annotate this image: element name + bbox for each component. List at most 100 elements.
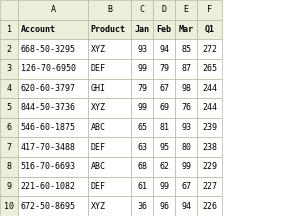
Text: 6: 6 — [6, 123, 12, 132]
Bar — [131, 20, 153, 39]
Text: 79: 79 — [159, 64, 169, 73]
Text: E: E — [184, 5, 188, 14]
Text: Mar: Mar — [179, 25, 194, 34]
Text: 63: 63 — [137, 143, 147, 152]
Text: 81: 81 — [159, 123, 169, 132]
Bar — [197, 177, 222, 196]
Text: 546-60-1875: 546-60-1875 — [21, 123, 75, 132]
Text: 238: 238 — [202, 143, 217, 152]
Bar — [0, 0, 18, 20]
Bar — [153, 79, 175, 98]
Text: 99: 99 — [137, 64, 147, 73]
Bar — [18, 79, 88, 98]
Bar — [153, 118, 175, 137]
Bar — [197, 39, 222, 59]
Bar — [153, 157, 175, 177]
Text: 668-50-3295: 668-50-3295 — [21, 44, 75, 54]
Bar — [175, 118, 197, 137]
Bar — [88, 59, 131, 79]
Text: C: C — [140, 5, 144, 14]
Bar — [88, 79, 131, 98]
Text: 126-70-6950: 126-70-6950 — [21, 64, 75, 73]
Text: 265: 265 — [202, 64, 217, 73]
Text: XYZ: XYZ — [90, 202, 105, 211]
Bar — [18, 98, 88, 118]
Text: 5: 5 — [6, 103, 12, 113]
Text: 67: 67 — [159, 84, 169, 93]
Text: 516-70-6693: 516-70-6693 — [21, 162, 75, 172]
Bar — [88, 177, 131, 196]
Text: 93: 93 — [181, 123, 191, 132]
Bar — [175, 98, 197, 118]
Bar — [88, 98, 131, 118]
Text: 93: 93 — [137, 44, 147, 54]
Text: 79: 79 — [137, 84, 147, 93]
Bar — [88, 196, 131, 216]
Bar — [197, 137, 222, 157]
Text: XYZ: XYZ — [90, 103, 105, 113]
Bar — [153, 0, 175, 20]
Bar — [175, 196, 197, 216]
Text: 85: 85 — [181, 44, 191, 54]
Bar — [131, 39, 153, 59]
Bar — [197, 118, 222, 137]
Bar — [175, 20, 197, 39]
Text: 2: 2 — [6, 44, 12, 54]
Bar — [197, 157, 222, 177]
Bar — [175, 177, 197, 196]
Text: Account: Account — [21, 25, 55, 34]
Bar — [131, 137, 153, 157]
Text: 36: 36 — [137, 202, 147, 211]
Bar — [131, 196, 153, 216]
Bar — [131, 79, 153, 98]
Text: D: D — [162, 5, 166, 14]
Bar — [0, 157, 18, 177]
Bar — [197, 0, 222, 20]
Bar — [131, 157, 153, 177]
Bar — [0, 196, 18, 216]
Text: 272: 272 — [202, 44, 217, 54]
Bar — [197, 196, 222, 216]
Bar — [175, 59, 197, 79]
Bar — [197, 20, 222, 39]
Bar — [88, 157, 131, 177]
Text: 87: 87 — [181, 64, 191, 73]
Bar — [88, 137, 131, 157]
Bar — [88, 118, 131, 137]
Text: 3: 3 — [6, 64, 12, 73]
Bar — [175, 137, 197, 157]
Text: 69: 69 — [159, 103, 169, 113]
Bar — [0, 98, 18, 118]
Bar — [153, 20, 175, 39]
Bar — [18, 0, 88, 20]
Text: 1: 1 — [6, 25, 12, 34]
Text: ABC: ABC — [90, 162, 105, 172]
Bar — [18, 59, 88, 79]
Text: DEF: DEF — [90, 182, 105, 191]
Bar — [0, 137, 18, 157]
Text: 80: 80 — [181, 143, 191, 152]
Text: 99: 99 — [181, 162, 191, 172]
Bar — [153, 59, 175, 79]
Text: 99: 99 — [137, 103, 147, 113]
Text: B: B — [107, 5, 112, 14]
Bar — [153, 177, 175, 196]
Text: Product: Product — [90, 25, 125, 34]
Bar — [153, 98, 175, 118]
Bar — [88, 0, 131, 20]
Text: 98: 98 — [181, 84, 191, 93]
Text: 244: 244 — [202, 84, 217, 93]
Bar — [0, 39, 18, 59]
Text: 8: 8 — [6, 162, 12, 172]
Bar — [197, 98, 222, 118]
Bar — [18, 39, 88, 59]
Text: 239: 239 — [202, 123, 217, 132]
Text: 61: 61 — [137, 182, 147, 191]
Text: 4: 4 — [6, 84, 12, 93]
Text: 94: 94 — [181, 202, 191, 211]
Text: 99: 99 — [159, 182, 169, 191]
Text: 417-70-3488: 417-70-3488 — [21, 143, 75, 152]
Text: XYZ: XYZ — [90, 44, 105, 54]
Bar — [18, 157, 88, 177]
Bar — [131, 59, 153, 79]
